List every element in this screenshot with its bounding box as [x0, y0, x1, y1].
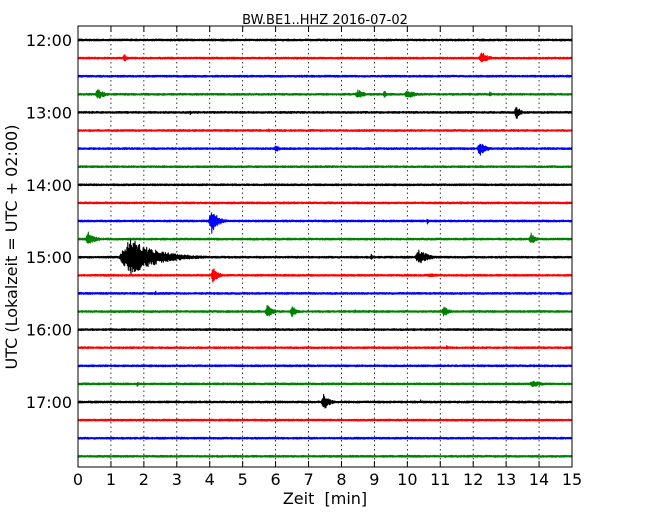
x-tick-label: 6: [271, 470, 281, 489]
trace-line: [77, 38, 573, 42]
x-tick-label: 4: [205, 470, 215, 489]
y-tick-label: 13:00: [26, 103, 72, 122]
x-tick-label: 7: [303, 470, 313, 489]
y-tick-label: 16:00: [26, 321, 72, 340]
plot-frame: [77, 25, 573, 468]
x-tick-label: 9: [369, 470, 379, 489]
trace-line: [77, 183, 573, 187]
x-tick-label: 8: [336, 470, 346, 489]
x-tick-label: 10: [397, 470, 417, 489]
trace-line: [77, 290, 573, 296]
trace-line: [77, 143, 573, 156]
x-tick-label: 14: [529, 470, 549, 489]
trace-line: [77, 436, 573, 440]
trace-line: [77, 268, 573, 283]
y-axis-label: UTC (Lokalzeit = UTC + 02:00): [2, 125, 21, 370]
x-tick-label: 11: [430, 470, 450, 489]
x-tick-label: 3: [172, 470, 182, 489]
traces: [77, 38, 573, 458]
axis-ticks: [77, 26, 573, 467]
trace-line: [77, 239, 573, 276]
trace-line: [77, 231, 573, 244]
y-tick-label: 17:00: [26, 393, 72, 412]
trace-line: [77, 380, 573, 388]
x-tick-label: 15: [562, 470, 582, 489]
trace-line: [77, 52, 573, 63]
x-tick-label: 2: [139, 470, 149, 489]
trace-line: [77, 344, 573, 350]
y-tick-label: 12:00: [26, 31, 72, 50]
trace-line: [77, 393, 573, 409]
trace-line: [77, 304, 573, 318]
trace-line: [77, 364, 573, 368]
trace-line: [77, 165, 573, 169]
x-tick-label: 0: [73, 470, 83, 489]
x-tick-label: 5: [238, 470, 248, 489]
trace-line: [77, 128, 573, 133]
x-tick-label: 13: [496, 470, 516, 489]
y-tick-label: 15:00: [26, 248, 72, 267]
x-tick-label: 1: [106, 470, 116, 489]
trace-line: [77, 107, 573, 119]
x-tick-label: 12: [463, 470, 483, 489]
trace-line: [77, 201, 573, 205]
trace-line: [77, 89, 573, 99]
trace-line: [77, 454, 573, 458]
trace-line: [77, 418, 573, 422]
x-axis-label: Zeit [min]: [283, 489, 367, 508]
x-tick-labels: 0 1 2 3 4 5 6 7 8 9 10 11 12 13 14 15: [73, 470, 582, 489]
trace-line: [77, 328, 573, 332]
trace-line: [77, 74, 573, 78]
grid-lines: [110, 26, 540, 467]
y-tick-label: 14:00: [26, 176, 72, 195]
trace-line: [77, 212, 573, 234]
y-tick-labels: 12:00 13:00 14:00 15:00 16:00 17:00: [26, 31, 72, 412]
chart-title: BW.BE1..HHZ 2016-07-02: [242, 13, 408, 28]
